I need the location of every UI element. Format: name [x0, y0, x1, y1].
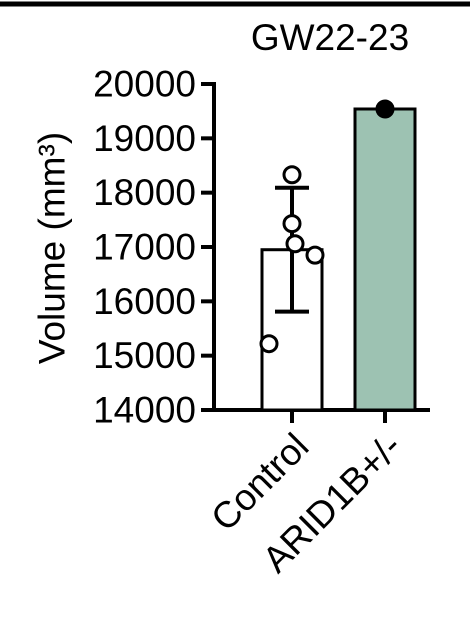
y-tick-label: 19000	[93, 118, 196, 159]
y-axis-label-group: Volume (mm³)	[32, 132, 73, 364]
y-tick-label: 16000	[93, 281, 196, 322]
y-tick-label: 15000	[93, 335, 196, 376]
y-tick-label: 18000	[93, 172, 196, 213]
data-point	[284, 167, 300, 183]
data-point	[284, 216, 300, 232]
data-point	[261, 336, 277, 352]
y-tick-label: 20000	[93, 64, 196, 105]
data-point	[307, 247, 323, 263]
y-tick-label: 17000	[93, 227, 196, 268]
y-axis-label: Volume (mm³)	[32, 132, 73, 364]
data-point	[377, 101, 393, 117]
y-tick-label: 14000	[93, 390, 196, 431]
chart-title: GW22-23	[251, 17, 409, 58]
chart-marks	[261, 101, 415, 410]
data-point	[287, 236, 303, 252]
bar-arid1b	[355, 109, 415, 410]
